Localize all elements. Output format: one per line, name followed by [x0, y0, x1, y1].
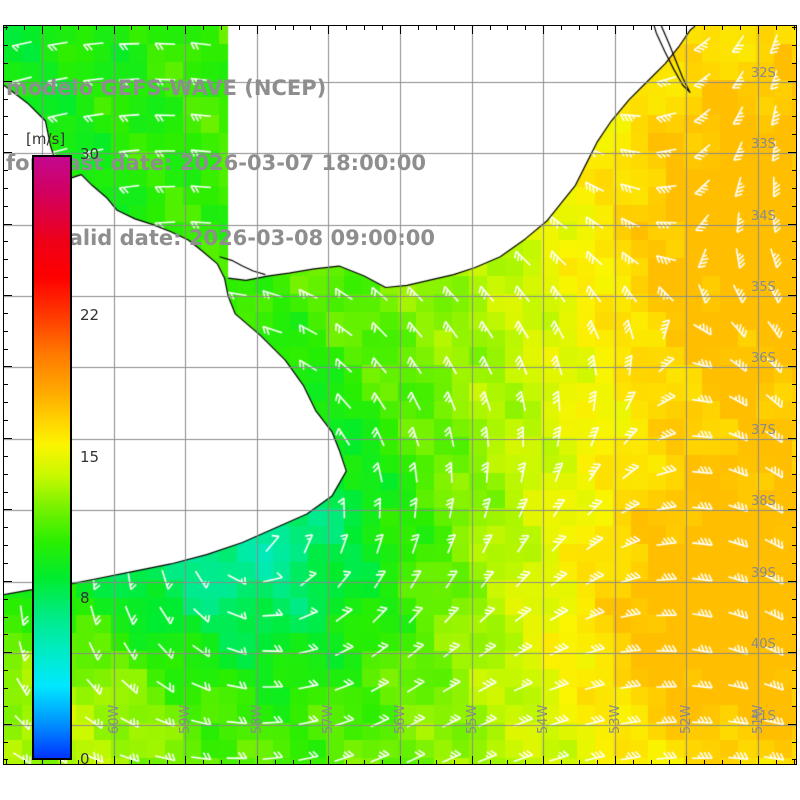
lat-tick-label: 37S	[751, 422, 776, 438]
map-plot-area[interactable]	[3, 25, 797, 765]
top-tick-rail	[3, 25, 797, 34]
lat-tick-label: 41S	[751, 708, 776, 724]
colorbar[interactable]	[32, 155, 72, 760]
lon-tick-label: 52W	[679, 704, 695, 734]
lat-tick-label: 32S	[751, 65, 776, 81]
lat-tick-label: 36S	[751, 351, 776, 367]
colorbar-unit-label: [m/s]	[26, 130, 66, 148]
lat-tick-label: 38S	[751, 494, 776, 510]
graticule-grid-layer	[4, 26, 796, 764]
lon-tick-label: 60W	[106, 704, 122, 734]
lat-tick-label: 40S	[751, 637, 776, 653]
lon-tick-label: 58W	[249, 704, 265, 734]
lon-tick-label: 55W	[464, 704, 480, 734]
left-tick-rail	[3, 25, 12, 765]
colorbar-tick-label: 0	[80, 750, 90, 768]
colorbar-tick-label: 15	[80, 447, 100, 466]
lat-tick-label: 35S	[751, 280, 776, 296]
lat-tick-label: 33S	[751, 137, 776, 153]
lon-tick-label: 56W	[393, 704, 408, 734]
lon-tick-label: 57W	[321, 704, 337, 734]
bottom-tick-rail	[3, 756, 797, 765]
colorbar-tick-label: 22	[80, 306, 100, 325]
lon-tick-label: 53W	[607, 704, 623, 734]
lon-tick-label: 59W	[178, 704, 194, 734]
lon-tick-label: 54W	[536, 704, 552, 734]
lat-tick-label: 34S	[751, 208, 776, 224]
colorbar-gradient	[32, 155, 72, 760]
lat-tick-label: 39S	[751, 565, 776, 581]
right-tick-rail	[788, 25, 797, 765]
colorbar-tick-label: 8	[80, 588, 90, 607]
colorbar-tick-label: 30	[80, 145, 100, 163]
